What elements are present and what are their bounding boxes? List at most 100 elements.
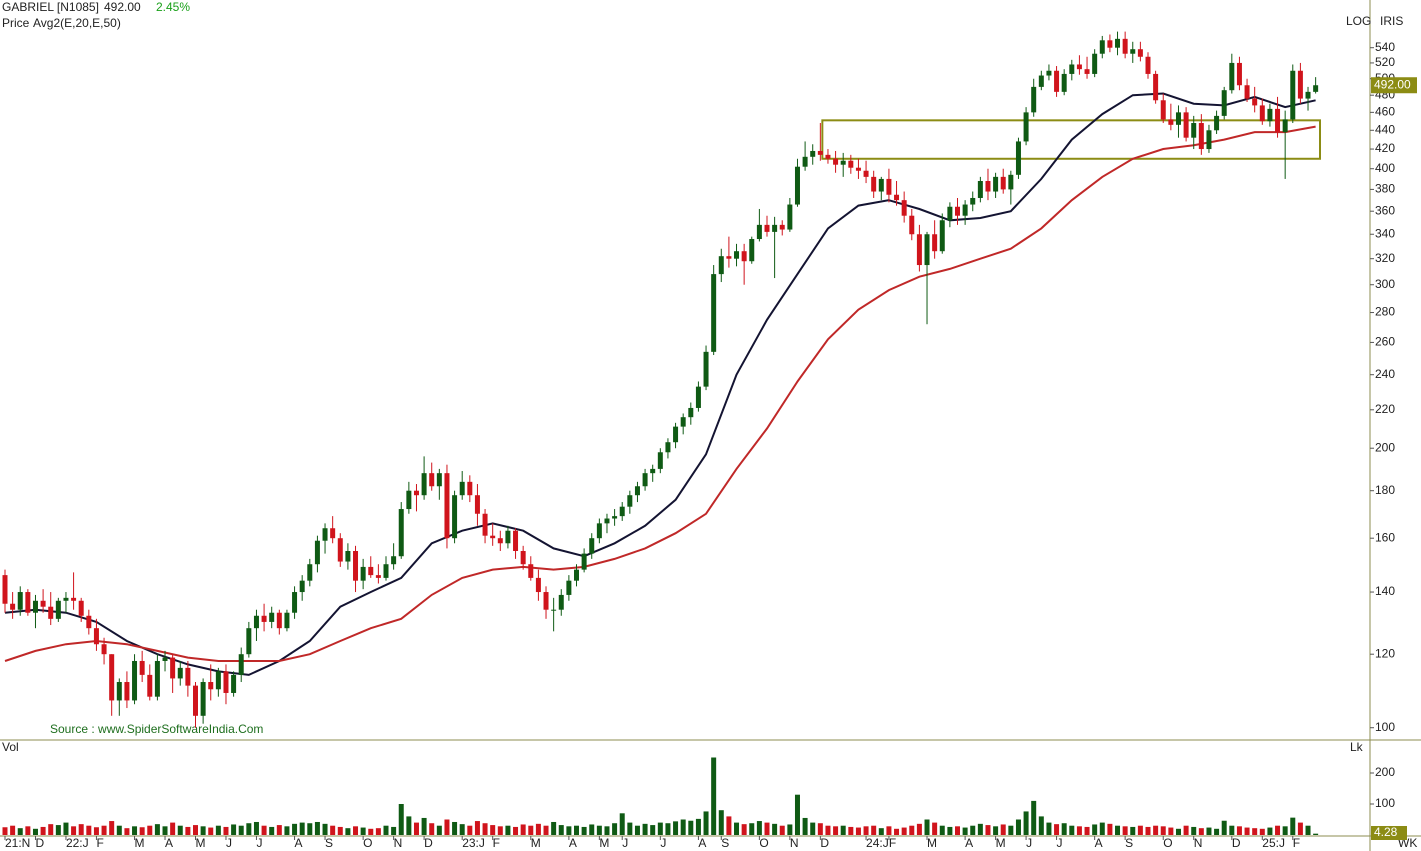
x-tick-label: J bbox=[622, 836, 628, 850]
volume-bar bbox=[619, 813, 625, 835]
volume-bar bbox=[688, 820, 694, 835]
volume-bar bbox=[177, 825, 183, 835]
volume-bar bbox=[436, 825, 442, 835]
volume-bar bbox=[749, 823, 755, 835]
volume-bar bbox=[817, 823, 823, 835]
candle-body bbox=[1236, 62, 1242, 86]
volume-bar bbox=[337, 826, 343, 835]
volume-bar bbox=[109, 821, 115, 835]
volume-bar bbox=[650, 825, 656, 835]
volume-bar bbox=[634, 825, 640, 835]
x-tick-label: J bbox=[256, 836, 262, 850]
candle-body bbox=[612, 516, 618, 519]
volume-bar bbox=[139, 827, 145, 835]
volume-bar bbox=[840, 825, 846, 835]
candle-body bbox=[604, 518, 610, 524]
x-tick-label: F bbox=[889, 836, 896, 850]
candle-body bbox=[490, 535, 496, 539]
candle-body bbox=[307, 564, 313, 581]
candle-body bbox=[193, 685, 198, 716]
volume-bar bbox=[10, 825, 16, 835]
candle-body bbox=[147, 674, 153, 697]
candle-body bbox=[1160, 100, 1166, 120]
volume-bar bbox=[726, 816, 732, 835]
y-tick-label: 320 bbox=[1375, 251, 1395, 265]
candle-body bbox=[810, 150, 816, 157]
volume-bar bbox=[680, 819, 686, 835]
volume-bar bbox=[627, 822, 633, 835]
candle-body bbox=[1267, 108, 1273, 122]
candle-body bbox=[581, 553, 587, 570]
volume-bar bbox=[962, 827, 968, 835]
volume-bar bbox=[215, 825, 221, 835]
volume-bar bbox=[802, 817, 808, 835]
candle-body bbox=[734, 251, 740, 259]
volume-bar bbox=[86, 825, 92, 835]
candle-body bbox=[1183, 112, 1189, 138]
candle-body bbox=[497, 538, 503, 544]
x-tick-label: M bbox=[996, 836, 1006, 850]
candle-body bbox=[505, 530, 511, 544]
volume-bar bbox=[48, 824, 54, 835]
candle-body bbox=[726, 256, 732, 259]
candle-body bbox=[993, 176, 999, 192]
volume-unit: Lk bbox=[1350, 740, 1364, 754]
x-tick-label: O bbox=[759, 836, 768, 850]
volume-bar bbox=[916, 823, 922, 835]
candle-body bbox=[970, 197, 976, 205]
candle-body bbox=[246, 628, 252, 655]
candle-body bbox=[208, 682, 214, 690]
candle-body bbox=[345, 550, 351, 562]
y-tick-label: 380 bbox=[1375, 182, 1395, 196]
y-tick-label: 420 bbox=[1375, 141, 1395, 155]
candle-body bbox=[1252, 98, 1258, 106]
candle-body bbox=[924, 234, 930, 266]
volume-bar bbox=[718, 810, 724, 835]
candle-body bbox=[741, 251, 747, 262]
y-tick-label: 440 bbox=[1375, 122, 1395, 136]
volume-bar bbox=[398, 804, 404, 835]
candle-body bbox=[863, 170, 869, 177]
volume-bar bbox=[894, 828, 900, 835]
moving-average bbox=[4, 125, 1316, 662]
volume-bar bbox=[154, 824, 160, 835]
header-change: 2.45% bbox=[156, 0, 190, 14]
y-tick-label: 300 bbox=[1375, 277, 1395, 291]
volume-tag bbox=[1371, 826, 1407, 840]
volume-bar bbox=[810, 822, 816, 835]
volume-bar bbox=[162, 826, 168, 835]
volume-bar bbox=[1115, 825, 1121, 835]
candle-body bbox=[1115, 38, 1121, 48]
volume-bar bbox=[1168, 827, 1174, 835]
candle-body bbox=[406, 490, 412, 510]
x-tick-label: S bbox=[1125, 836, 1133, 850]
candle-body bbox=[71, 597, 77, 601]
volume-bar bbox=[1244, 827, 1250, 835]
volume-bar bbox=[1198, 828, 1204, 835]
y-tick-label: 400 bbox=[1375, 161, 1395, 175]
candle-body bbox=[1000, 176, 1006, 190]
x-tick-label: 21:N bbox=[5, 836, 30, 850]
candle-body bbox=[436, 473, 442, 487]
volume-bar bbox=[787, 824, 793, 835]
volume-bar bbox=[93, 827, 99, 835]
x-tick-label: O bbox=[363, 836, 372, 850]
y-tick-label: 180 bbox=[1375, 483, 1395, 497]
candle-body bbox=[238, 654, 244, 675]
volume-bar bbox=[1282, 826, 1288, 835]
x-tick-label: A bbox=[1095, 836, 1103, 850]
volume-bar bbox=[124, 828, 130, 835]
volume-bar bbox=[299, 822, 305, 835]
volume-bar bbox=[901, 827, 907, 835]
volume-bar bbox=[970, 825, 976, 835]
volume-bar bbox=[947, 826, 953, 835]
candle-body bbox=[55, 600, 61, 619]
candle-body bbox=[1206, 130, 1212, 150]
volume-bar bbox=[474, 821, 480, 835]
source: Source : www.SpiderSoftwareIndia.Com bbox=[50, 722, 263, 736]
x-tick-label: D bbox=[35, 836, 44, 850]
candle-body bbox=[139, 660, 145, 675]
candle-body bbox=[1275, 108, 1281, 133]
x-tick-label: 25:J bbox=[1262, 836, 1285, 850]
candle-body bbox=[848, 160, 854, 168]
